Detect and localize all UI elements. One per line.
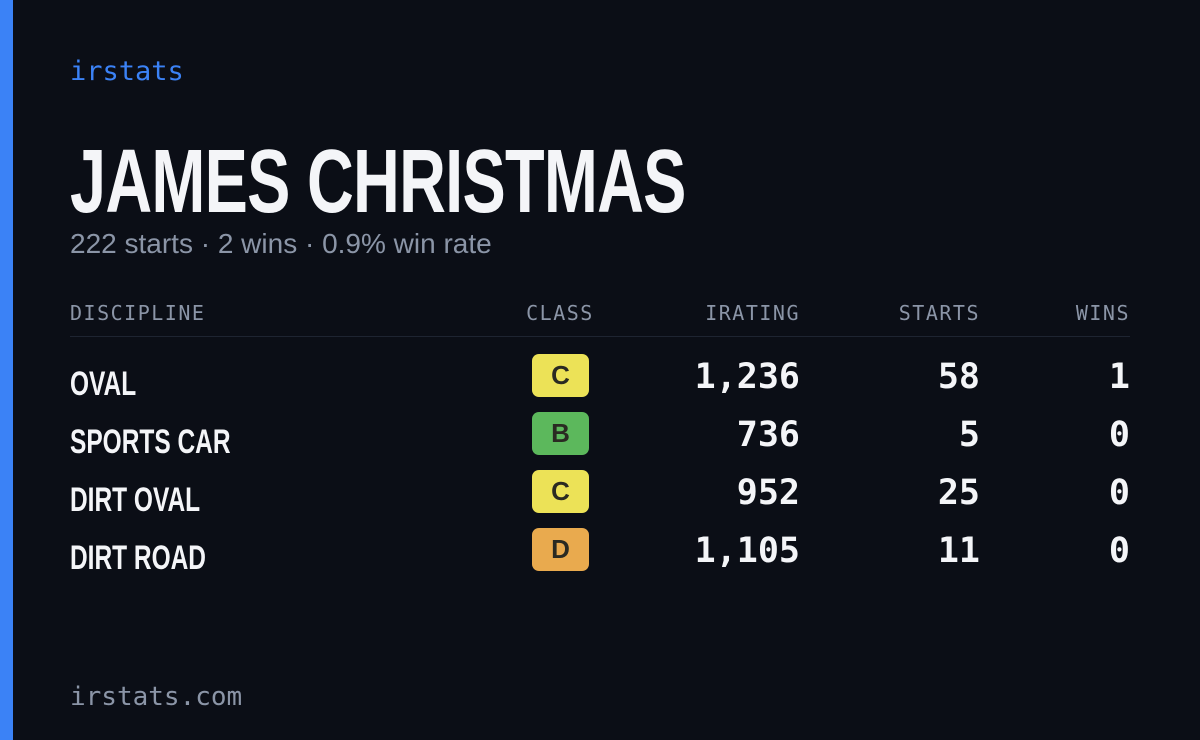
class-badge: B	[532, 412, 589, 455]
discipline: SPORTS CAR	[70, 423, 231, 461]
column-header: WINS	[1075, 301, 1130, 325]
discipline: DIRT OVAL	[70, 481, 201, 519]
column-header: DISCIPLINE	[70, 301, 206, 325]
summary: 222 starts · 2 wins · 0.9% win rate	[70, 228, 492, 259]
irating: 1,236	[694, 357, 800, 397]
wins: 1	[1108, 357, 1130, 397]
column-header: CLASS	[526, 301, 594, 325]
starts: 11	[937, 531, 980, 571]
header-rule	[70, 336, 1130, 337]
wins: 0	[1108, 415, 1130, 455]
class-badge: C	[532, 354, 589, 397]
wins: 0	[1108, 473, 1130, 513]
brand: irstats	[70, 56, 184, 87]
accent-bar	[0, 0, 13, 740]
starts: 58	[937, 357, 980, 397]
irating: 952	[736, 473, 800, 513]
irating: 736	[736, 415, 800, 455]
class-badge: C	[532, 470, 589, 513]
footer: irstats.com	[70, 682, 243, 712]
class-badge: D	[532, 528, 589, 571]
starts: 5	[958, 415, 980, 455]
irating: 1,105	[694, 531, 800, 571]
column-header: IRATING	[705, 301, 800, 325]
discipline: DIRT ROAD	[70, 539, 207, 577]
column-header: STARTS	[898, 301, 980, 325]
starts: 25	[937, 473, 980, 513]
discipline: OVAL	[70, 365, 137, 403]
player-name: JAMES CHRISTMAS	[70, 132, 686, 232]
wins: 0	[1108, 531, 1130, 571]
